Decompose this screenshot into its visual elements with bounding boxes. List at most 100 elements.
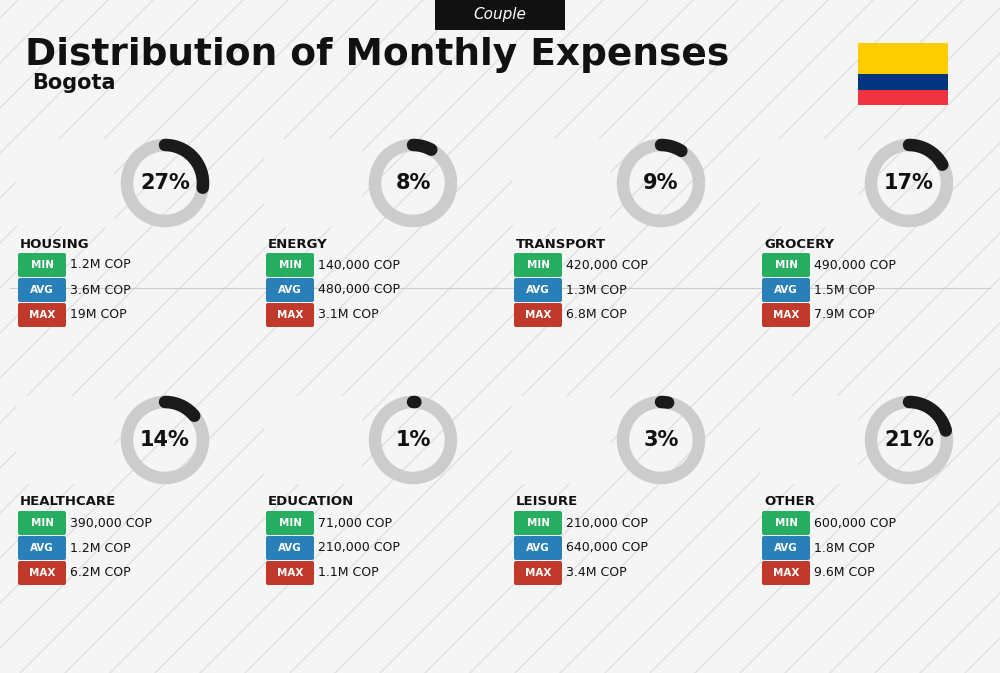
FancyBboxPatch shape xyxy=(435,0,565,30)
Text: 8%: 8% xyxy=(395,173,431,193)
FancyBboxPatch shape xyxy=(760,396,858,484)
FancyBboxPatch shape xyxy=(762,253,810,277)
FancyBboxPatch shape xyxy=(514,536,562,560)
Text: 1.2M COP: 1.2M COP xyxy=(70,258,131,271)
Text: 140,000 COP: 140,000 COP xyxy=(318,258,400,271)
FancyBboxPatch shape xyxy=(18,303,66,327)
Text: AVG: AVG xyxy=(30,543,54,553)
Text: 1.2M COP: 1.2M COP xyxy=(70,542,131,555)
Text: TRANSPORT: TRANSPORT xyxy=(516,238,606,251)
Text: MIN: MIN xyxy=(526,518,550,528)
Text: AVG: AVG xyxy=(526,543,550,553)
Text: MAX: MAX xyxy=(525,310,551,320)
FancyBboxPatch shape xyxy=(762,278,810,302)
Text: 3.6M COP: 3.6M COP xyxy=(70,283,131,297)
Text: AVG: AVG xyxy=(774,285,798,295)
FancyBboxPatch shape xyxy=(512,396,610,484)
Text: MIN: MIN xyxy=(774,518,798,528)
Text: Bogota: Bogota xyxy=(32,73,116,93)
Text: EDUCATION: EDUCATION xyxy=(268,495,354,508)
FancyBboxPatch shape xyxy=(266,303,314,327)
Text: Couple: Couple xyxy=(474,7,526,22)
FancyBboxPatch shape xyxy=(858,90,948,105)
Text: MIN: MIN xyxy=(278,260,302,270)
Text: MIN: MIN xyxy=(278,518,302,528)
Text: MIN: MIN xyxy=(526,260,550,270)
Text: 17%: 17% xyxy=(884,173,934,193)
Text: 3%: 3% xyxy=(643,430,679,450)
Text: AVG: AVG xyxy=(278,543,302,553)
Text: AVG: AVG xyxy=(278,285,302,295)
Text: Distribution of Monthly Expenses: Distribution of Monthly Expenses xyxy=(25,37,729,73)
Text: 490,000 COP: 490,000 COP xyxy=(814,258,896,271)
FancyBboxPatch shape xyxy=(514,278,562,302)
Text: MAX: MAX xyxy=(29,310,55,320)
Text: 21%: 21% xyxy=(884,430,934,450)
Text: 390,000 COP: 390,000 COP xyxy=(70,516,152,530)
Text: MAX: MAX xyxy=(773,568,799,578)
FancyBboxPatch shape xyxy=(18,278,66,302)
Text: 7.9M COP: 7.9M COP xyxy=(814,308,875,322)
Text: 3.1M COP: 3.1M COP xyxy=(318,308,379,322)
Text: 210,000 COP: 210,000 COP xyxy=(318,542,400,555)
FancyBboxPatch shape xyxy=(264,139,362,227)
Text: OTHER: OTHER xyxy=(764,495,815,508)
Text: 1.1M COP: 1.1M COP xyxy=(318,567,379,579)
Text: HOUSING: HOUSING xyxy=(20,238,90,251)
FancyBboxPatch shape xyxy=(18,511,66,535)
Text: 3.4M COP: 3.4M COP xyxy=(566,567,627,579)
FancyBboxPatch shape xyxy=(762,511,810,535)
FancyBboxPatch shape xyxy=(18,536,66,560)
FancyBboxPatch shape xyxy=(512,139,610,227)
FancyBboxPatch shape xyxy=(762,536,810,560)
Text: 1.5M COP: 1.5M COP xyxy=(814,283,875,297)
Text: MIN: MIN xyxy=(30,260,54,270)
FancyBboxPatch shape xyxy=(16,396,114,484)
Text: MAX: MAX xyxy=(773,310,799,320)
FancyBboxPatch shape xyxy=(18,561,66,585)
Text: 1.3M COP: 1.3M COP xyxy=(566,283,627,297)
FancyBboxPatch shape xyxy=(760,139,858,227)
Text: 6.2M COP: 6.2M COP xyxy=(70,567,131,579)
FancyBboxPatch shape xyxy=(858,43,948,74)
Text: 71,000 COP: 71,000 COP xyxy=(318,516,392,530)
Text: LEISURE: LEISURE xyxy=(516,495,578,508)
Text: 19M COP: 19M COP xyxy=(70,308,127,322)
Text: MAX: MAX xyxy=(29,568,55,578)
FancyBboxPatch shape xyxy=(266,536,314,560)
Text: 9.6M COP: 9.6M COP xyxy=(814,567,875,579)
FancyBboxPatch shape xyxy=(266,561,314,585)
Text: MAX: MAX xyxy=(525,568,551,578)
Text: 9%: 9% xyxy=(643,173,679,193)
Text: HEALTHCARE: HEALTHCARE xyxy=(20,495,116,508)
Text: AVG: AVG xyxy=(30,285,54,295)
Text: MAX: MAX xyxy=(277,310,303,320)
Text: 1%: 1% xyxy=(395,430,431,450)
Text: AVG: AVG xyxy=(774,543,798,553)
FancyBboxPatch shape xyxy=(514,561,562,585)
FancyBboxPatch shape xyxy=(514,303,562,327)
Text: MAX: MAX xyxy=(277,568,303,578)
Text: 210,000 COP: 210,000 COP xyxy=(566,516,648,530)
FancyBboxPatch shape xyxy=(266,253,314,277)
Text: 600,000 COP: 600,000 COP xyxy=(814,516,896,530)
Text: GROCERY: GROCERY xyxy=(764,238,834,251)
Text: 14%: 14% xyxy=(140,430,190,450)
FancyBboxPatch shape xyxy=(16,139,114,227)
Text: MIN: MIN xyxy=(774,260,798,270)
FancyBboxPatch shape xyxy=(514,253,562,277)
Text: 420,000 COP: 420,000 COP xyxy=(566,258,648,271)
FancyBboxPatch shape xyxy=(266,278,314,302)
FancyBboxPatch shape xyxy=(18,253,66,277)
FancyBboxPatch shape xyxy=(762,561,810,585)
Text: 6.8M COP: 6.8M COP xyxy=(566,308,627,322)
FancyBboxPatch shape xyxy=(266,511,314,535)
Text: AVG: AVG xyxy=(526,285,550,295)
Text: 480,000 COP: 480,000 COP xyxy=(318,283,400,297)
Text: MIN: MIN xyxy=(30,518,54,528)
Text: 640,000 COP: 640,000 COP xyxy=(566,542,648,555)
FancyBboxPatch shape xyxy=(858,74,948,90)
Text: ENERGY: ENERGY xyxy=(268,238,328,251)
FancyBboxPatch shape xyxy=(264,396,362,484)
Text: 27%: 27% xyxy=(140,173,190,193)
